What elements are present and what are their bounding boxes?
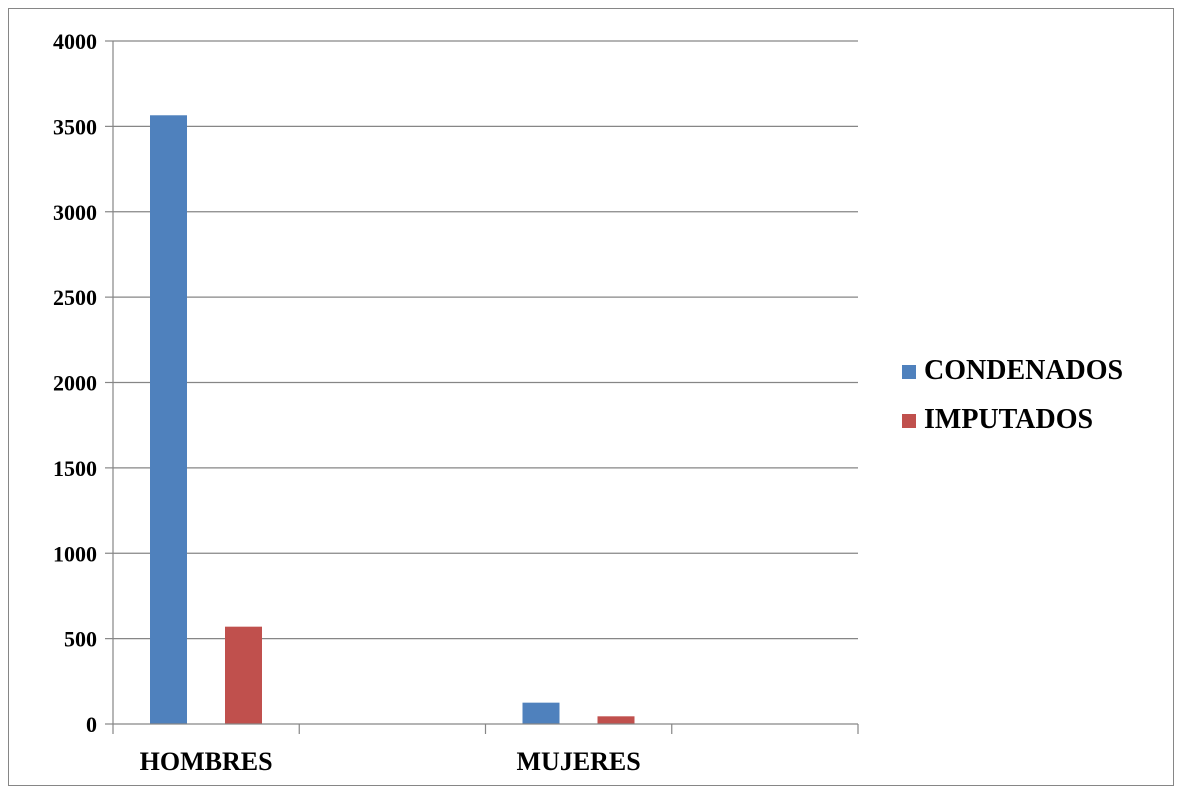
y-tick-label: 3000 — [53, 200, 97, 225]
bar-imputados-hombres — [225, 626, 262, 724]
y-tick-label: 500 — [64, 627, 97, 652]
legend-label-imputados: IMPUTADOS — [924, 404, 1093, 435]
bar-imputados-mujeres — [597, 716, 635, 724]
legend-swatch-imputados — [902, 414, 916, 428]
chart-frame — [8, 8, 1174, 786]
y-tick-label: 4000 — [53, 29, 97, 54]
axes — [105, 40, 859, 734]
y-tick-label: 2500 — [53, 285, 97, 310]
y-tick-labels: 0 500 1000 1500 2000 2500 3000 3500 4000 — [53, 29, 97, 737]
gridlines — [113, 40, 858, 640]
y-tick-label: 0 — [86, 712, 97, 737]
x-category-labels: HOMBRES MUJERES — [140, 747, 641, 776]
legend: CONDENADOS IMPUTADOS — [902, 355, 1123, 435]
y-tick-label: 1500 — [53, 456, 97, 481]
legend-swatch-condenados — [902, 365, 916, 379]
bar-condenados-mujeres — [522, 702, 560, 724]
y-tick-label: 2000 — [53, 371, 97, 396]
bars — [150, 115, 635, 725]
y-tick-label: 1000 — [53, 541, 97, 566]
y-tick-label: 3500 — [53, 114, 97, 139]
x-category-label: MUJERES — [517, 747, 641, 776]
legend-label-condenados: CONDENADOS — [924, 355, 1123, 386]
x-category-label: HOMBRES — [140, 747, 273, 776]
bar-condenados-hombres — [150, 115, 187, 725]
